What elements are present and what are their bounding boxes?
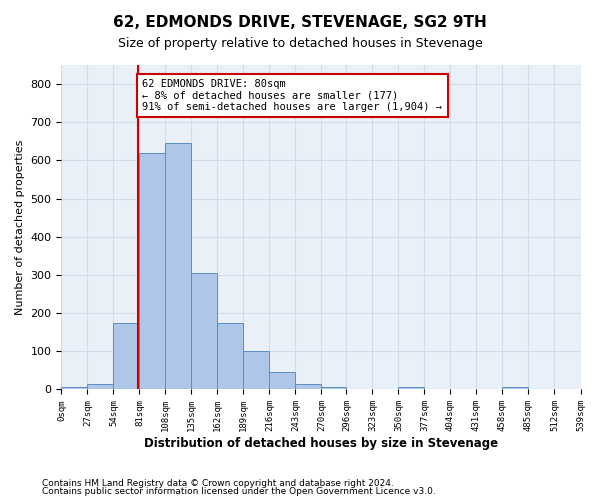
X-axis label: Distribution of detached houses by size in Stevenage: Distribution of detached houses by size …: [144, 437, 498, 450]
Text: Size of property relative to detached houses in Stevenage: Size of property relative to detached ho…: [118, 38, 482, 51]
Y-axis label: Number of detached properties: Number of detached properties: [15, 140, 25, 315]
Bar: [295, 384, 322, 390]
Bar: [398, 387, 424, 390]
Bar: [269, 372, 295, 390]
Bar: [502, 387, 529, 390]
Bar: [88, 384, 113, 390]
Text: 62, EDMONDS DRIVE, STEVENAGE, SG2 9TH: 62, EDMONDS DRIVE, STEVENAGE, SG2 9TH: [113, 15, 487, 30]
Bar: [166, 144, 191, 390]
Bar: [191, 273, 217, 390]
Bar: [322, 387, 346, 390]
Bar: [61, 387, 88, 390]
Text: 62 EDMONDS DRIVE: 80sqm
← 8% of detached houses are smaller (177)
91% of semi-de: 62 EDMONDS DRIVE: 80sqm ← 8% of detached…: [142, 79, 442, 112]
Text: Contains public sector information licensed under the Open Government Licence v3: Contains public sector information licen…: [42, 487, 436, 496]
Text: Contains HM Land Registry data © Crown copyright and database right 2024.: Contains HM Land Registry data © Crown c…: [42, 478, 394, 488]
Bar: [244, 352, 269, 390]
Bar: [139, 153, 166, 390]
Bar: [217, 322, 244, 390]
Bar: [113, 322, 139, 390]
